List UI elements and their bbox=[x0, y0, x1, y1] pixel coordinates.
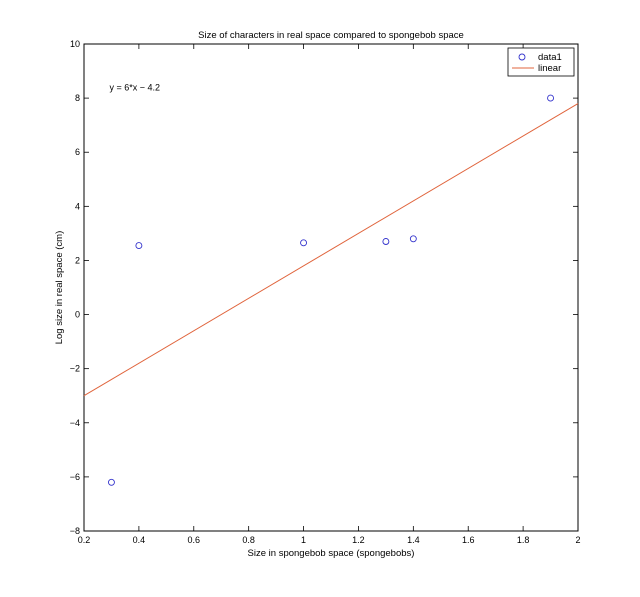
data1-point bbox=[547, 94, 555, 102]
x-axis-title: Size in spongebob space (spongebobs) bbox=[248, 548, 415, 559]
x-tick-label: 1.6 bbox=[462, 535, 475, 545]
y-tick-label: −8 bbox=[70, 526, 80, 536]
x-tick-label: 0.6 bbox=[188, 535, 201, 545]
x-tick-label: 1 bbox=[301, 535, 306, 545]
y-tick-label: 0 bbox=[75, 310, 80, 320]
x-tick-label: 1.2 bbox=[352, 535, 365, 545]
y-tick-label: 4 bbox=[75, 201, 80, 211]
data1-point bbox=[409, 235, 417, 243]
x-tick-label: 1.4 bbox=[407, 535, 420, 545]
legend-label-linear: linear bbox=[538, 63, 561, 74]
fit-equation-annotation: y = 6*x − 4.2 bbox=[109, 82, 160, 92]
legend-box bbox=[507, 47, 575, 77]
data1-point bbox=[382, 238, 390, 245]
legend: data1 linear bbox=[507, 47, 575, 77]
x-tick-label: 0.8 bbox=[242, 535, 255, 545]
legend-label-data1: data1 bbox=[538, 52, 562, 63]
data1-point bbox=[300, 239, 308, 247]
y-tick-label: 10 bbox=[70, 39, 80, 49]
data1-point bbox=[107, 478, 115, 486]
x-tick-label: 0.4 bbox=[133, 535, 146, 545]
y-tick-label: 2 bbox=[75, 255, 80, 265]
x-tick-label: 1.8 bbox=[517, 535, 530, 545]
y-axis-title: Log size in real space (cm) bbox=[54, 231, 65, 345]
x-tick-label: 2 bbox=[575, 535, 580, 545]
y-tick-label: −6 bbox=[70, 472, 80, 482]
linear-fit-line bbox=[83, 103, 579, 397]
y-tick-label: 6 bbox=[75, 147, 80, 157]
y-tick-label: 8 bbox=[75, 93, 80, 103]
plot-frame bbox=[83, 43, 579, 532]
y-tick-label: −2 bbox=[70, 364, 80, 374]
data1-point bbox=[135, 242, 143, 250]
chart-title: Size of characters in real space compare… bbox=[198, 30, 464, 41]
series-layer bbox=[83, 94, 579, 486]
x-tick-label: 0.2 bbox=[78, 535, 91, 545]
ticks-layer: 0.2 0.4 0.6 0.8 1 1.2 1.4 1.6 1.8 2 −8 −6 −4 −2 0 2 4 6 8 1… bbox=[70, 39, 581, 545]
y-tick-label: −4 bbox=[70, 418, 80, 428]
legend-marker-data1 bbox=[518, 53, 526, 61]
